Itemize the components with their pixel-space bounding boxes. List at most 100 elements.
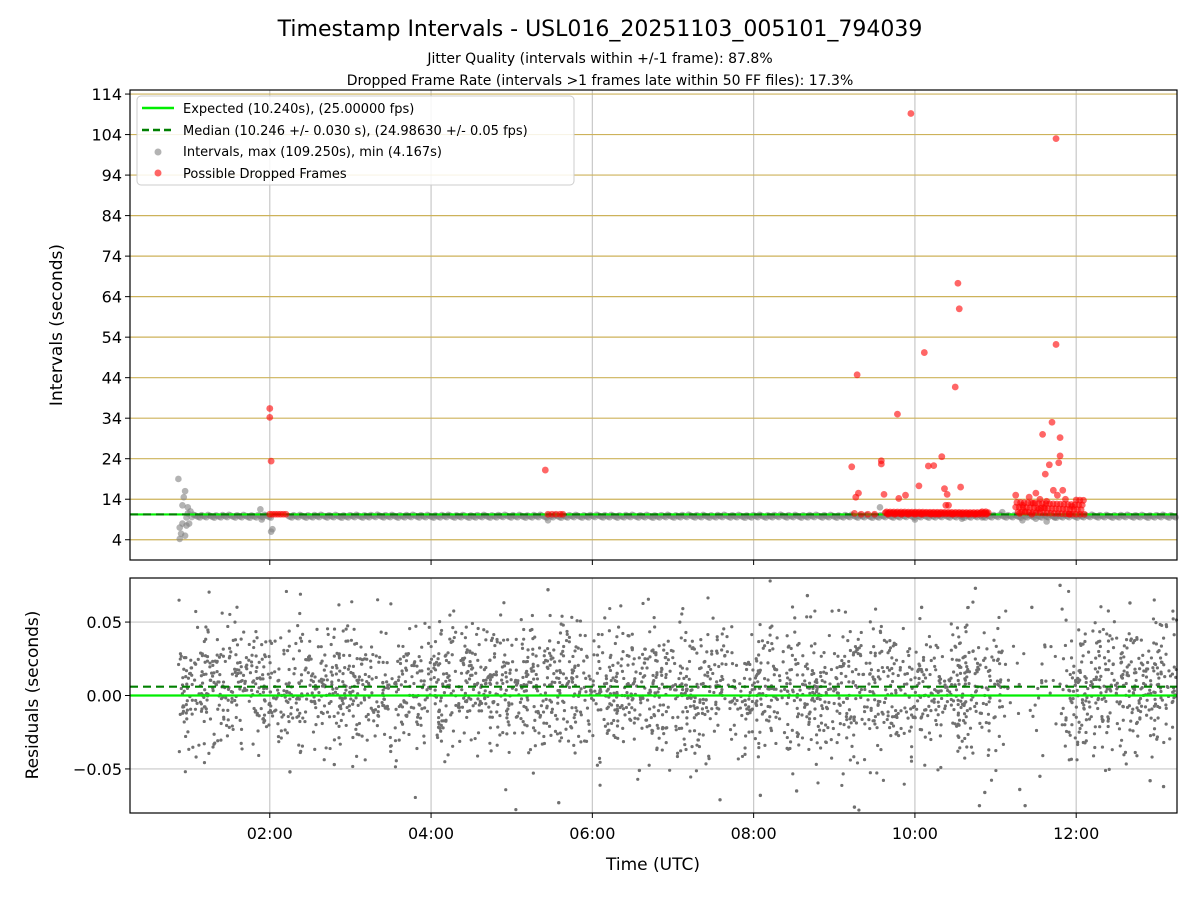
residual-point xyxy=(910,745,914,749)
residual-point xyxy=(615,679,619,684)
residual-point xyxy=(502,660,506,664)
residual-point xyxy=(449,640,453,644)
residual-point xyxy=(227,725,231,729)
residual-point xyxy=(582,659,586,663)
residual-point xyxy=(385,704,390,708)
residuals-plot-frame xyxy=(129,577,1178,814)
residual-point xyxy=(894,732,898,736)
residual-point xyxy=(252,645,256,650)
residual-point xyxy=(757,741,761,746)
residual-point xyxy=(1104,668,1108,672)
residual-point xyxy=(934,668,938,672)
residual-point xyxy=(813,716,817,721)
residual-point xyxy=(488,673,492,677)
residual-point xyxy=(218,672,222,677)
residual-point xyxy=(351,764,355,769)
residual-point xyxy=(277,667,281,671)
residual-point xyxy=(894,691,898,695)
residual-point xyxy=(1115,636,1119,640)
residual-point xyxy=(404,659,409,663)
residual-point xyxy=(1084,730,1088,735)
residual-point xyxy=(718,798,722,802)
residual-point xyxy=(1135,720,1139,725)
residual-point xyxy=(826,726,830,730)
residual-point xyxy=(383,706,387,710)
residual-point xyxy=(264,725,269,729)
dropped-frame-point xyxy=(945,501,952,509)
residual-point xyxy=(607,665,612,669)
residual-point xyxy=(910,667,914,671)
residual-point xyxy=(1106,649,1110,654)
residual-point xyxy=(593,689,597,693)
residual-point xyxy=(917,662,921,666)
residual-point xyxy=(204,625,208,629)
residual-point xyxy=(239,671,243,675)
residual-point xyxy=(887,648,892,653)
residual-point xyxy=(839,671,843,676)
residual-point xyxy=(179,654,183,658)
residual-point xyxy=(555,732,560,736)
residual-point xyxy=(495,681,499,685)
residual-point xyxy=(439,632,443,636)
residual-point xyxy=(205,655,210,659)
residual-point xyxy=(625,691,629,695)
residual-point xyxy=(842,723,846,727)
residual-point xyxy=(898,666,902,670)
residual-point xyxy=(195,625,200,629)
residual-point xyxy=(444,704,448,708)
residual-point xyxy=(380,701,384,705)
residual-point xyxy=(690,745,694,749)
residual-point xyxy=(595,763,600,767)
dropped-frame-point xyxy=(857,510,865,518)
residual-point xyxy=(521,720,525,724)
residual-point xyxy=(738,682,742,686)
residual-point xyxy=(956,698,960,702)
residual-point xyxy=(824,690,828,695)
residual-point xyxy=(1061,688,1065,692)
residual-point xyxy=(549,657,553,661)
residual-point xyxy=(685,667,689,671)
residual-point xyxy=(769,698,774,702)
residual-point xyxy=(910,713,914,717)
residual-point xyxy=(210,674,215,678)
residual-point xyxy=(363,672,367,677)
residual-point xyxy=(858,690,862,695)
residual-point xyxy=(1106,719,1110,723)
residual-point xyxy=(579,713,583,717)
residual-point xyxy=(500,665,505,669)
interval-point xyxy=(175,475,182,483)
residual-point xyxy=(420,645,424,649)
residual-point xyxy=(527,751,531,755)
residual-point xyxy=(335,686,339,691)
residual-point xyxy=(774,715,778,719)
residual-point xyxy=(759,697,763,701)
residual-point xyxy=(437,652,441,656)
residual-point xyxy=(995,679,1000,683)
residual-point xyxy=(570,680,575,684)
residual-point xyxy=(451,689,455,693)
residual-point xyxy=(805,593,810,598)
residual-point xyxy=(1044,679,1048,683)
residual-point xyxy=(921,655,926,660)
residual-point xyxy=(549,710,554,714)
residual-point xyxy=(957,658,961,662)
residual-point xyxy=(708,717,712,721)
residual-point xyxy=(768,648,772,653)
residual-point xyxy=(549,733,553,737)
residual-point xyxy=(1149,679,1153,683)
residual-point xyxy=(230,672,234,676)
residual-point xyxy=(695,682,699,686)
residual-point xyxy=(575,619,579,623)
residual-point xyxy=(314,706,318,710)
residual-point xyxy=(963,682,967,686)
residual-point xyxy=(868,771,872,775)
residual-point xyxy=(1153,690,1157,695)
residual-point xyxy=(329,670,333,674)
residual-point xyxy=(1167,669,1171,673)
residual-point xyxy=(1094,656,1098,660)
residual-point xyxy=(1145,713,1149,717)
residual-point xyxy=(843,654,847,658)
residual-point xyxy=(854,667,858,672)
residual-point xyxy=(1162,740,1166,745)
residual-point xyxy=(658,703,662,707)
